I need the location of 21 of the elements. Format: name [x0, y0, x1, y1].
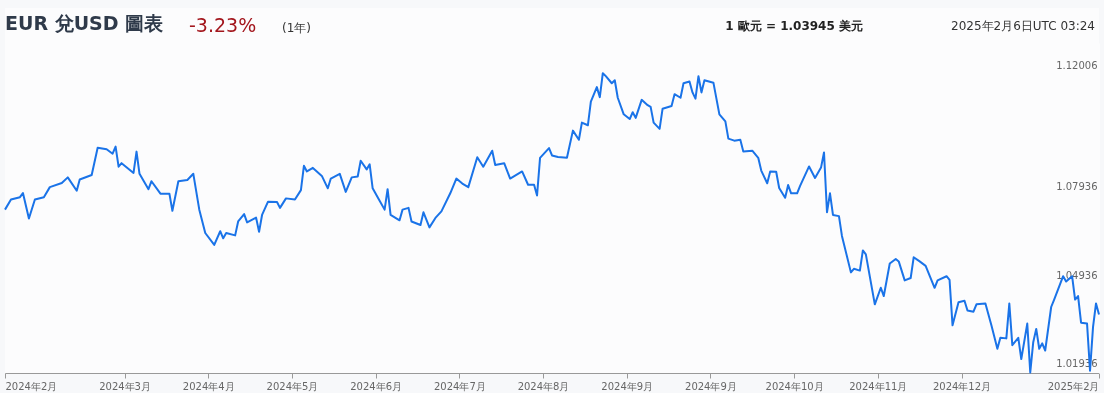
- y-tick-label: 1.04936: [1056, 269, 1098, 281]
- chart-title: EUR 兌USD 圖表: [5, 12, 165, 34]
- text: -3.23%: [189, 14, 257, 36]
- text: 2025年2月6日UTC 03:24: [951, 19, 1095, 33]
- x-tick-label: 2024年5月: [266, 380, 319, 392]
- x-tick-label: 2024年7月: [433, 380, 486, 392]
- text: (1年): [282, 21, 311, 35]
- x-tick-label: 2024年11月: [849, 380, 908, 392]
- x-tick-label: 2024年9月: [601, 380, 654, 392]
- x-tick-label: 2024年9月: [685, 380, 737, 392]
- y-tick-label: 1.07936: [1056, 180, 1098, 192]
- x-tick-label: 2024年3月: [99, 380, 151, 392]
- x-tick-label: 2024年12月: [932, 380, 992, 392]
- x-tick-label: 2024年4月: [182, 380, 235, 392]
- x-tick-label: 2024年10月: [765, 380, 824, 392]
- x-tick-label: 2024年8月: [517, 380, 570, 392]
- x-tick-label: 2025年2月: [1047, 380, 1100, 392]
- y-tick-label: 1.12006: [1056, 60, 1098, 72]
- x-tick-label: 2024年6月: [350, 380, 403, 392]
- x-tick-label: 2024年2月: [5, 380, 58, 392]
- text: 1 歐元 = 1.03945 美元: [725, 19, 863, 33]
